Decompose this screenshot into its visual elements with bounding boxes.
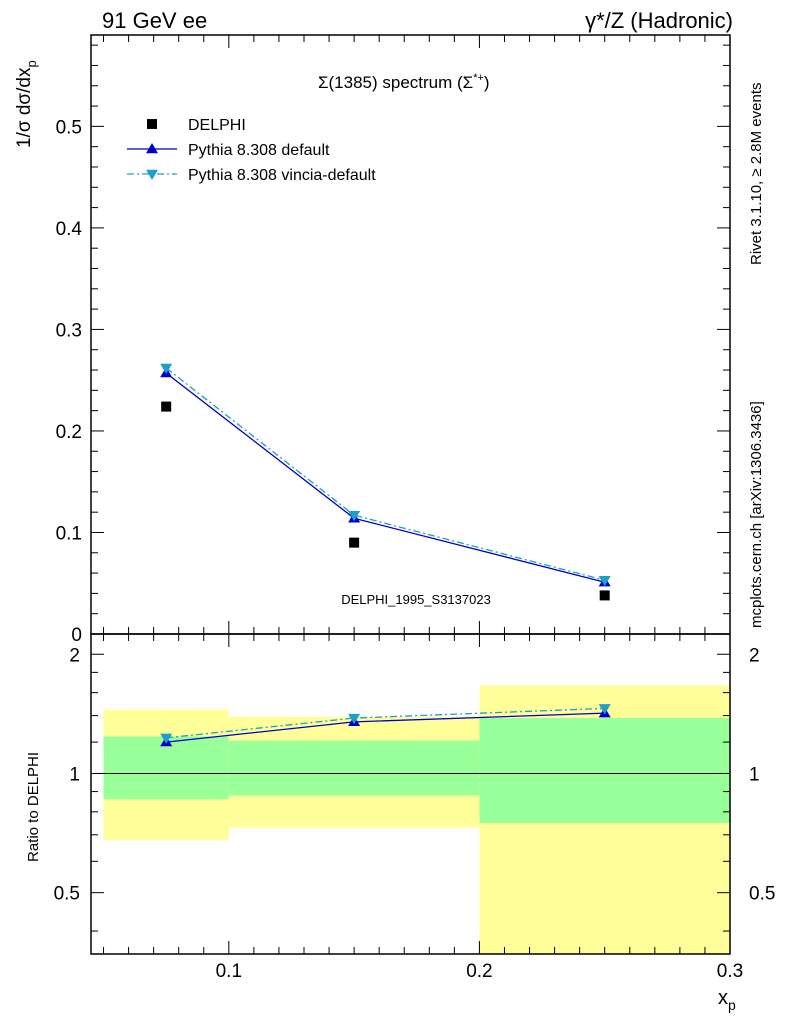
y-tick-label-main: 0.5 (56, 117, 82, 138)
ratio-point-s1-0 (160, 733, 173, 744)
main-point-s0-1 (349, 537, 360, 548)
x-tick-label: 0.1 (216, 961, 242, 982)
ratio-xlabel: xp (718, 987, 736, 1013)
main-line-series-2 (165, 367, 605, 581)
main-point-s0-0 (161, 401, 172, 412)
ratio-panel-series (160, 704, 611, 747)
axis-tick-labels: 0.1 0.2 0.3 0 0.1 0.2 0.3 0.4 0.5 0.5 0.5 1 1 2 2 (54, 117, 776, 982)
mcplots-label: mcplots.cern.ch [arXiv:1306.3436] (748, 401, 765, 628)
legend-item-1: Pythia 8.308 default (127, 142, 330, 159)
y-tick-label-main: 0.3 (56, 320, 82, 341)
y-tick-label-ratio-right: 0.5 (749, 884, 775, 905)
y-tick-label-main: 0.1 (56, 523, 82, 544)
x-tick-label: 0.2 (466, 961, 492, 982)
inner-band-0 (103, 736, 229, 800)
main-panel-series (160, 363, 611, 601)
y-tick-label-main: 0 (71, 625, 82, 646)
chart-title: Σ(1385) spectrum (Σ*+) (318, 72, 490, 92)
y-tick-label-ratio-right: 1 (749, 764, 760, 785)
legend-item-2: Pythia 8.308 vincia-default (127, 167, 376, 184)
main-panel-frame (90, 34, 731, 635)
legend-marker-2 (146, 169, 158, 180)
y-tick-label-ratio-left: 0.5 (54, 884, 80, 905)
inner-band-1 (228, 740, 480, 796)
y-tick-label-ratio-left: 1 (69, 764, 80, 785)
ratio-point-s1-2 (598, 704, 611, 715)
main-point-s2-2 (598, 575, 611, 587)
axis-ticks (91, 35, 731, 954)
rivet-version-label: Rivet 3.1.10, ≥ 2.8M events (748, 83, 765, 266)
legend: DELPHI Pythia 8.308 default Pythia 8.308 v… (127, 117, 376, 184)
main-point-s0-2 (599, 590, 610, 601)
y-tick-label-ratio-right: 2 (749, 645, 760, 666)
main-point-s2-0 (160, 363, 173, 375)
analysis-watermark: DELPHI_1995_S3137023 (341, 592, 491, 607)
legend-label-2: Pythia 8.308 vincia-default (188, 167, 376, 184)
legend-marker-1 (146, 143, 158, 154)
ratio-line-series-1 (166, 707, 605, 739)
header-left: 91 GeV ee (102, 8, 207, 33)
legend-marker-0 (147, 119, 157, 129)
y-tick-label-main: 0.4 (56, 219, 83, 240)
legend-label-1: Pythia 8.308 default (188, 142, 330, 159)
legend-label-0: DELPHI (188, 117, 246, 134)
header-right: γ*/Z (Hadronic) (585, 8, 733, 33)
main-ylabel: 1/σ dσ/dxp (14, 60, 39, 148)
ratio-point-s1-1 (348, 713, 361, 725)
inner-band-2 (479, 718, 730, 823)
y-tick-label-ratio-left: 2 (69, 645, 80, 666)
x-tick-label: 0.3 (717, 961, 743, 982)
uncertainty-bands (103, 685, 730, 954)
ratio-ylabel: Ratio to DELPHI (25, 752, 42, 862)
main-point-s2-1 (348, 511, 361, 522)
ratio-panel-frame (90, 633, 731, 955)
main-line-series-1 (165, 372, 605, 583)
legend-item-0: DELPHI (147, 117, 246, 134)
y-tick-label-main: 0.2 (56, 422, 82, 443)
